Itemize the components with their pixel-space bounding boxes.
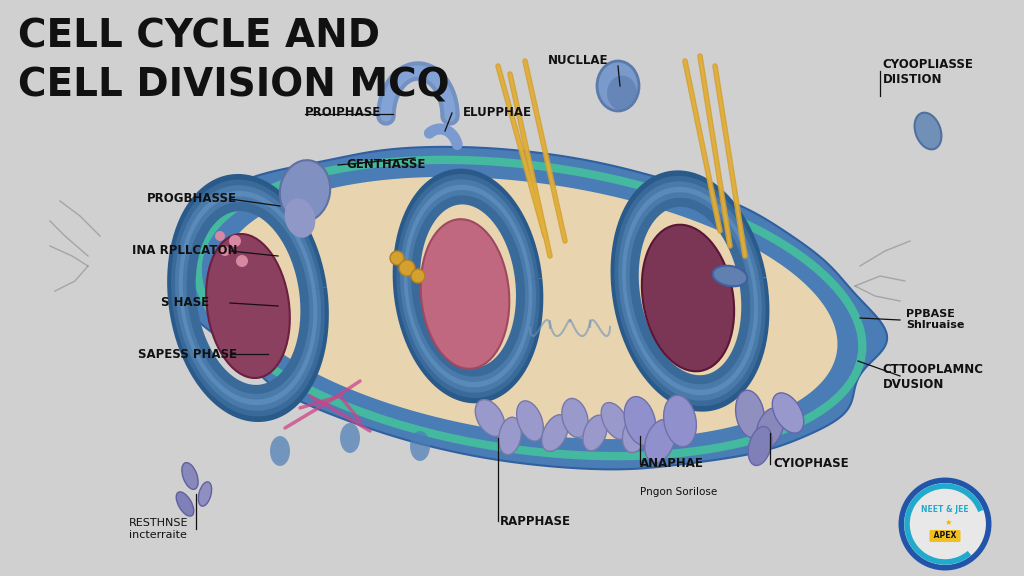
Ellipse shape — [914, 113, 941, 149]
PathPatch shape — [222, 177, 838, 439]
Ellipse shape — [772, 393, 804, 433]
Ellipse shape — [199, 482, 212, 506]
Ellipse shape — [645, 419, 675, 463]
Circle shape — [399, 260, 415, 276]
Text: RAPPHASE: RAPPHASE — [500, 515, 570, 528]
Text: NUCLLAE: NUCLLAE — [548, 54, 608, 67]
Ellipse shape — [757, 408, 783, 448]
Text: ELUPPHAE: ELUPPHAE — [463, 106, 531, 119]
Ellipse shape — [623, 415, 647, 453]
PathPatch shape — [180, 147, 887, 469]
Text: ANAPHAE: ANAPHAE — [640, 457, 703, 470]
Ellipse shape — [642, 225, 734, 372]
Ellipse shape — [410, 431, 430, 461]
Ellipse shape — [542, 415, 568, 452]
Text: CELL CYCLE AND: CELL CYCLE AND — [18, 17, 380, 55]
Circle shape — [215, 231, 225, 241]
Ellipse shape — [206, 234, 290, 378]
Text: CYIOPHASE: CYIOPHASE — [773, 457, 849, 470]
Text: APEX: APEX — [931, 532, 959, 540]
Ellipse shape — [713, 266, 748, 286]
Ellipse shape — [583, 415, 607, 451]
Ellipse shape — [499, 417, 521, 455]
Ellipse shape — [340, 423, 360, 453]
Ellipse shape — [270, 436, 290, 466]
Text: S HASE: S HASE — [161, 296, 209, 309]
Text: NEET & JEE: NEET & JEE — [922, 506, 969, 514]
Ellipse shape — [625, 396, 655, 445]
Ellipse shape — [421, 219, 509, 369]
Circle shape — [901, 480, 989, 568]
Ellipse shape — [182, 463, 198, 490]
Ellipse shape — [597, 61, 639, 111]
Text: CTTOOPLAMNC
DVUSION: CTTOOPLAMNC DVUSION — [883, 363, 984, 391]
Text: PPBASE
Shlruaise: PPBASE Shlruaise — [906, 309, 965, 331]
Text: PROGBHASSE: PROGBHASSE — [146, 192, 237, 205]
Text: SAPESS PHASE: SAPESS PHASE — [138, 348, 238, 361]
Circle shape — [236, 255, 248, 267]
Ellipse shape — [607, 75, 637, 111]
Ellipse shape — [280, 160, 330, 222]
Text: INA RPLLCATON: INA RPLLCATON — [132, 244, 238, 257]
Circle shape — [220, 246, 230, 256]
Text: GENTHASSE: GENTHASSE — [346, 158, 426, 170]
Ellipse shape — [176, 492, 194, 516]
Text: CYOOPLIASSE
DIISTION: CYOOPLIASSE DIISTION — [883, 58, 974, 86]
Ellipse shape — [517, 401, 544, 441]
Ellipse shape — [664, 395, 696, 447]
Ellipse shape — [601, 403, 629, 439]
Text: PROIPHASE: PROIPHASE — [305, 106, 381, 119]
Text: RESTHNSE
incterraite: RESTHNSE incterraite — [129, 518, 188, 540]
Circle shape — [411, 269, 425, 283]
Circle shape — [229, 235, 241, 247]
Ellipse shape — [749, 426, 772, 465]
Circle shape — [390, 251, 404, 265]
Ellipse shape — [285, 198, 315, 238]
Ellipse shape — [475, 400, 505, 437]
Text: CELL DIVISION MCQ: CELL DIVISION MCQ — [18, 67, 450, 105]
Ellipse shape — [735, 390, 764, 438]
Ellipse shape — [562, 399, 588, 438]
Text: Pngon Sorilose: Pngon Sorilose — [640, 487, 717, 498]
Text: ★: ★ — [944, 517, 951, 526]
